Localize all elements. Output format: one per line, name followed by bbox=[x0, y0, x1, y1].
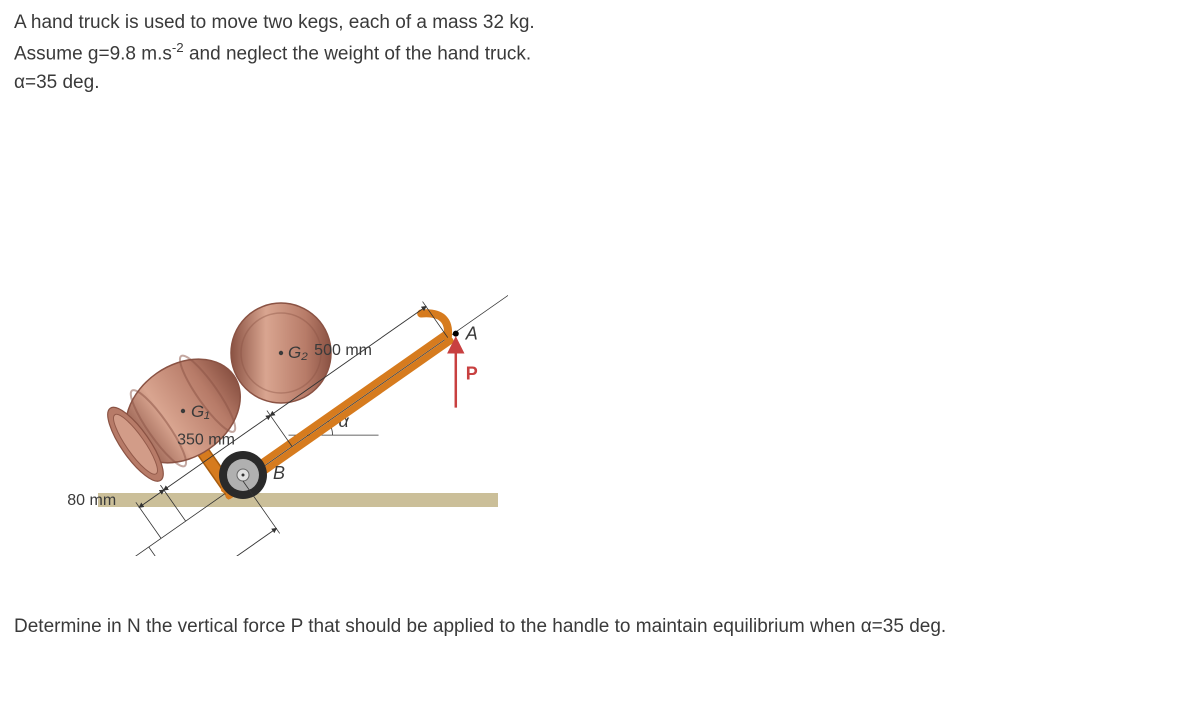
svg-text:A: A bbox=[465, 324, 478, 344]
problem-line-1: A hand truck is used to move two kegs, e… bbox=[14, 10, 1186, 37]
svg-text:80 mm: 80 mm bbox=[67, 492, 116, 509]
problem-line-2: Assume g=9.8 m.s-2 and neglect the weigh… bbox=[14, 39, 1186, 68]
figure: αG₁G₂BAP500 mm350 mm80 mm300 mm bbox=[28, 126, 1186, 556]
svg-text:500 mm: 500 mm bbox=[314, 342, 372, 359]
svg-text:G₁: G₁ bbox=[191, 402, 210, 421]
svg-text:P: P bbox=[466, 364, 478, 384]
problem-line-3: α=35 deg. bbox=[14, 70, 1186, 97]
svg-text:G₂: G₂ bbox=[288, 343, 308, 362]
svg-text:B: B bbox=[273, 463, 285, 483]
svg-text:350 mm: 350 mm bbox=[177, 432, 235, 449]
diagram-svg: αG₁G₂BAP500 mm350 mm80 mm300 mm bbox=[28, 126, 508, 556]
problem-statement: A hand truck is used to move two kegs, e… bbox=[14, 10, 1186, 96]
question-text: Determine in N the vertical force P that… bbox=[14, 614, 1186, 641]
